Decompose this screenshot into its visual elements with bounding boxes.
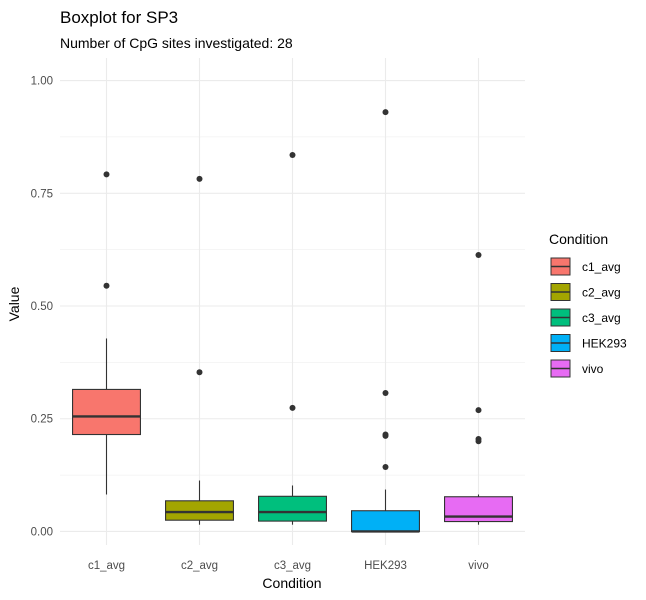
y-tick-label: 1.00	[31, 76, 53, 88]
boxplot-c2_avg	[165, 175, 234, 525]
x-tick-label: vivo	[468, 560, 488, 572]
y-tick-label: 0.00	[31, 526, 53, 538]
box	[72, 388, 141, 436]
legend: c1_avg c2_avg c3_avg HEK293 vivo	[550, 257, 627, 378]
box	[351, 510, 420, 533]
legend-label: c1_avg	[582, 260, 621, 274]
box-layer	[72, 109, 513, 533]
outlier-point	[103, 282, 110, 289]
chart-subtitle: Number of CpG sites investigated: 28	[60, 35, 293, 51]
outlier-point	[475, 407, 482, 414]
legend-title: Condition	[549, 231, 608, 247]
outlier-point	[382, 463, 389, 470]
box	[165, 500, 234, 521]
boxplot-HEK293	[351, 109, 420, 533]
axis-layer: 0.00 0.25 0.50 0.75 1.00 c1_avg c2_avg c3_avg HE…	[31, 76, 489, 572]
outlier-point	[475, 436, 482, 443]
outlier-point	[103, 171, 110, 178]
outlier-point	[382, 431, 389, 438]
boxplot-vivo	[444, 252, 513, 525]
boxplot-c3_avg	[258, 151, 327, 525]
outlier-point	[289, 151, 296, 158]
x-tick-label: c2_avg	[181, 560, 218, 572]
legend-item-c3_avg: c3_avg	[550, 308, 621, 327]
legend-item-c2_avg: c2_avg	[550, 283, 621, 301]
outlier-point	[196, 175, 203, 182]
outlier-point	[196, 369, 203, 376]
outlier-point	[289, 404, 296, 411]
legend-item-HEK293: HEK293	[550, 334, 627, 352]
chart-title: Boxplot for SP3	[60, 8, 178, 27]
legend-item-c1_avg: c1_avg	[550, 257, 621, 276]
x-axis-title: Condition	[262, 575, 321, 591]
y-axis-title: Value	[6, 286, 22, 321]
box	[258, 495, 327, 522]
legend-item-vivo: vivo	[550, 359, 604, 378]
legend-label: c2_avg	[582, 286, 621, 300]
box	[444, 496, 513, 523]
grid-layer	[60, 58, 525, 545]
x-tick-label: HEK293	[364, 560, 407, 572]
outlier-point	[382, 109, 389, 116]
y-tick-label: 0.75	[31, 188, 53, 200]
legend-label: HEK293	[582, 337, 627, 351]
x-tick-label: c3_avg	[274, 560, 311, 572]
legend-label: c3_avg	[582, 311, 621, 325]
outlier-point	[382, 390, 389, 397]
legend-label: vivo	[582, 362, 604, 376]
boxplot-c1_avg	[72, 171, 141, 495]
y-tick-label: 0.50	[31, 301, 53, 313]
outlier-point	[475, 252, 482, 259]
x-tick-label: c1_avg	[88, 560, 125, 572]
y-tick-label: 0.25	[31, 414, 53, 426]
